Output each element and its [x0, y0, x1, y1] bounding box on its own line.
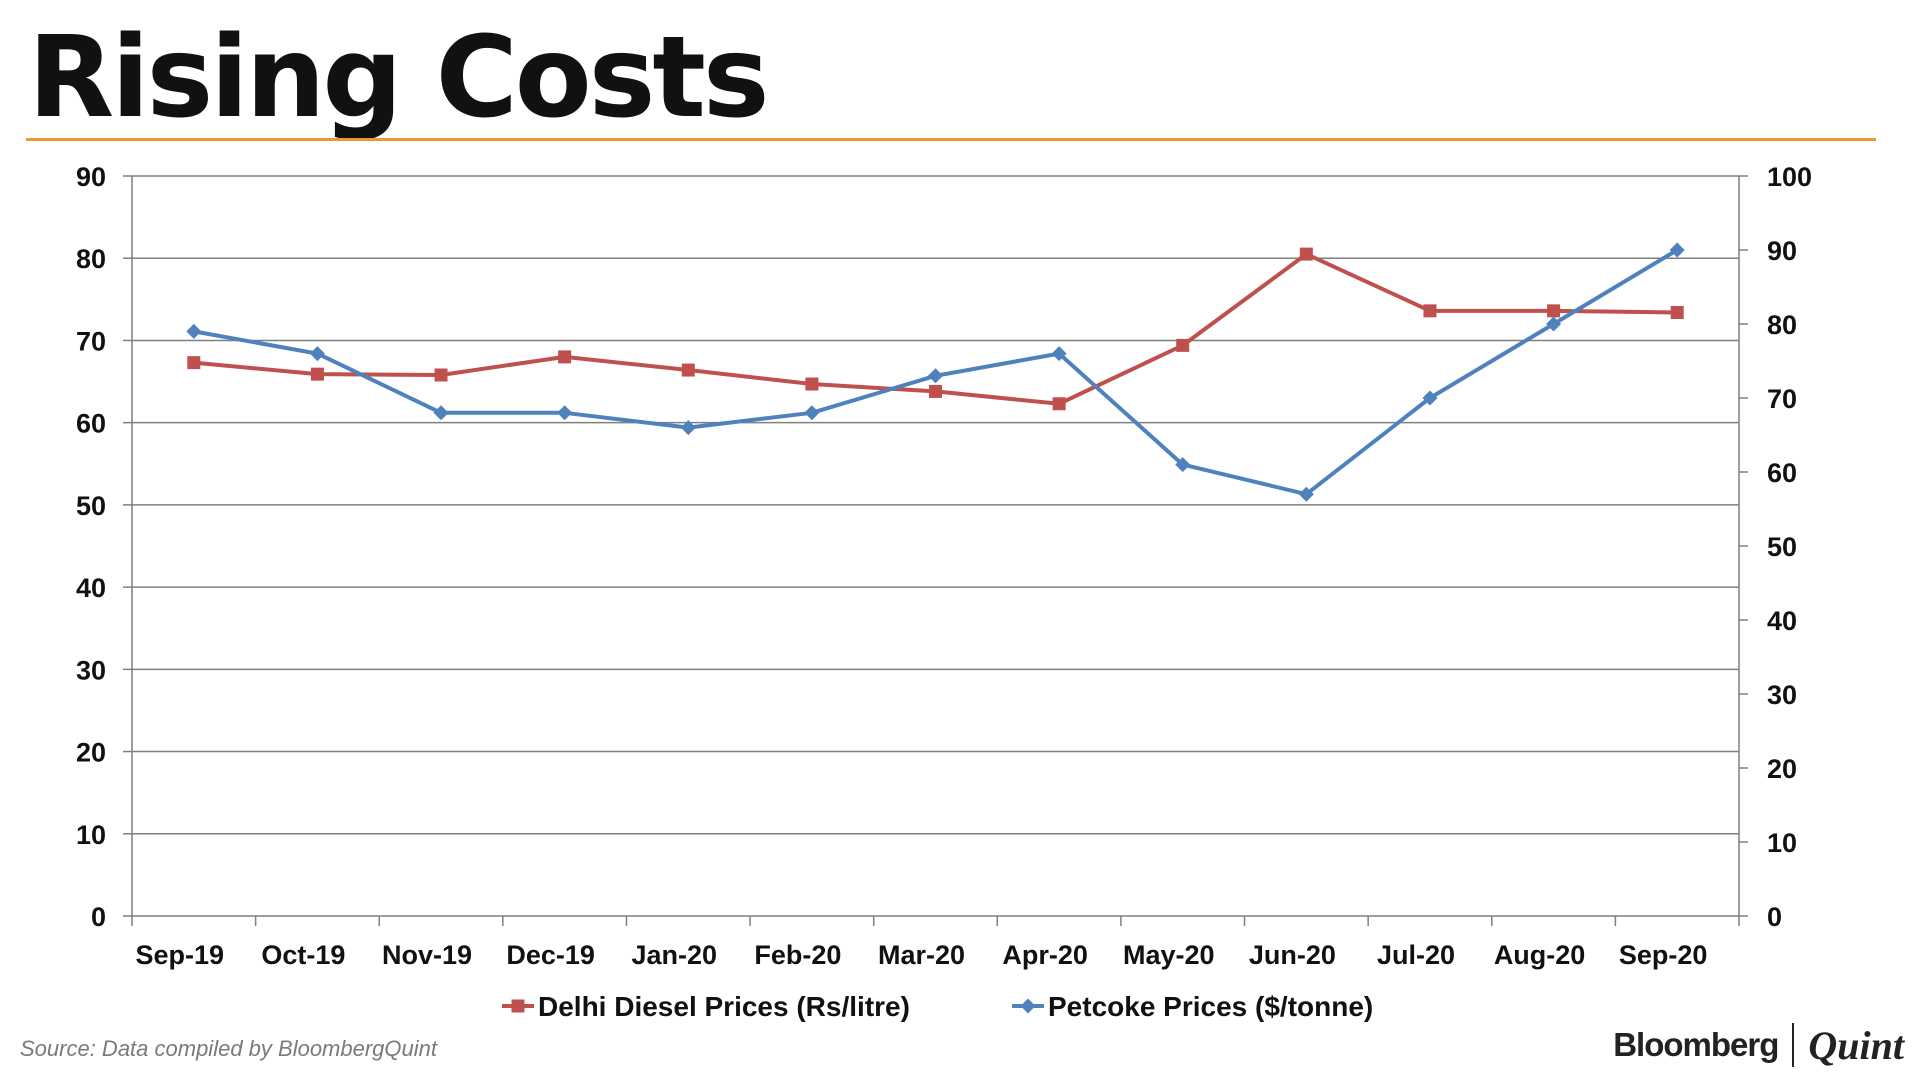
data-point [558, 350, 572, 364]
x-tick-label: Sep-20 [1619, 940, 1708, 970]
x-tick-label: Jun-20 [1249, 940, 1336, 970]
data-point [1547, 304, 1561, 318]
x-tick-label: Jan-20 [631, 940, 717, 970]
data-point [804, 405, 820, 421]
data-point [186, 323, 202, 339]
data-point [1422, 390, 1438, 406]
x-tick-label: Jul-20 [1377, 940, 1455, 970]
data-point [310, 367, 324, 381]
title-divider [26, 138, 1876, 141]
data-point [1051, 346, 1067, 362]
data-point [1670, 305, 1684, 319]
data-point [433, 405, 449, 421]
left-tick-label: 10 [76, 820, 106, 850]
x-tick-label: Apr-20 [1002, 940, 1088, 970]
legend-marker [1020, 998, 1036, 1014]
data-point [929, 384, 942, 398]
legend-label: Delhi Diesel Prices (Rs/litre) [538, 991, 910, 1022]
x-tick-label: Mar-20 [878, 940, 965, 970]
data-point [309, 346, 325, 362]
data-point [434, 368, 448, 382]
source-note: Source: Data compiled by BloombergQuint [20, 1036, 437, 1061]
series-diesel [187, 247, 1684, 411]
data-point [1423, 304, 1437, 318]
x-tick-label: May-20 [1123, 940, 1215, 970]
x-tick-label: Feb-20 [754, 940, 841, 970]
right-tick-label: 20 [1767, 754, 1797, 784]
data-point [1298, 486, 1314, 502]
left-tick-label: 30 [76, 655, 106, 685]
gridlines [132, 175, 1739, 835]
right-tick-label: 10 [1767, 828, 1797, 858]
left-tick-label: 20 [76, 738, 106, 768]
axes [131, 176, 1740, 917]
right-tick-label: 60 [1767, 458, 1797, 488]
brand-logo: Bloomberg Quint [1613, 1020, 1904, 1070]
data-point [1175, 457, 1191, 473]
brand-wordmark-left: Bloomberg [1613, 1026, 1779, 1063]
x-tick-label: Aug-20 [1494, 940, 1586, 970]
data-point [928, 368, 943, 384]
x-tick-label: Sep-19 [136, 940, 225, 970]
legend: Delhi Diesel Prices (Rs/litre) Petcoke Pr… [502, 991, 1373, 1022]
left-tick-label: 80 [76, 244, 106, 274]
right-tick-label: 90 [1767, 236, 1797, 266]
series [186, 242, 1685, 502]
right-axis-ticks: 0 10 20 30 40 50 60 70 80 90 100 [1739, 162, 1812, 932]
chart-title: Rising Costs [28, 13, 770, 143]
data-point [1299, 247, 1313, 261]
legend-label: Petcoke Prices ($/tonne) [1048, 991, 1373, 1022]
left-tick-label: 60 [76, 409, 106, 439]
left-axis-ticks: 0 10 20 30 40 50 60 70 80 90 [76, 162, 132, 932]
data-point [805, 377, 819, 391]
brand-wordmark-right: Quint [1808, 1022, 1904, 1068]
right-tick-label: 30 [1767, 680, 1797, 710]
left-tick-label: 0 [91, 902, 106, 932]
data-point [1176, 338, 1190, 352]
data-point [1546, 316, 1562, 332]
x-tick-label: Dec-19 [506, 940, 595, 970]
data-point [1669, 242, 1685, 258]
left-tick-label: 40 [76, 573, 106, 603]
right-tick-label: 40 [1767, 606, 1797, 636]
right-tick-label: 0 [1767, 902, 1782, 932]
legend-marker [511, 999, 525, 1013]
data-point [680, 420, 696, 436]
data-point [681, 363, 695, 377]
x-tick-label: Oct-19 [261, 940, 345, 970]
right-tick-label: 100 [1767, 162, 1812, 192]
brand-separator [1792, 1023, 1795, 1067]
right-tick-label: 50 [1767, 532, 1797, 562]
right-tick-label: 70 [1767, 384, 1797, 414]
series-petcoke [186, 242, 1685, 502]
left-tick-label: 50 [76, 491, 106, 521]
left-tick-label: 70 [76, 326, 106, 356]
data-point [187, 356, 201, 370]
x-tick-label: Nov-19 [382, 940, 472, 970]
right-tick-label: 80 [1767, 310, 1797, 340]
x-axis-ticks: Sep-19 Oct-19 Nov-19 Dec-19 Jan-20 Feb-20 Mar-… [131, 916, 1740, 970]
data-point [557, 405, 573, 421]
data-point [1052, 397, 1066, 411]
legend-item: Petcoke Prices ($/tonne) [1012, 991, 1373, 1022]
left-tick-label: 90 [76, 162, 106, 192]
legend-item: Delhi Diesel Prices (Rs/litre) [502, 991, 910, 1022]
